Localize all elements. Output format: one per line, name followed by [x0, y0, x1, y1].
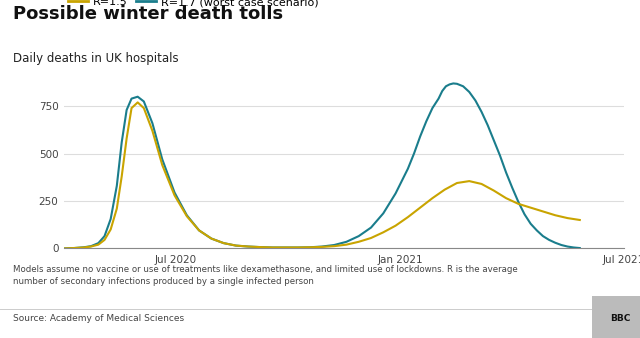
- Text: Daily deaths in UK hospitals: Daily deaths in UK hospitals: [13, 52, 179, 65]
- Text: BBC: BBC: [610, 314, 630, 323]
- Legend: R=1.5, R=1.7 (worst case scenario): R=1.5, R=1.7 (worst case scenario): [64, 0, 323, 12]
- Text: Models assume no vaccine or use of treatments like dexamethasone, and limited us: Models assume no vaccine or use of treat…: [13, 265, 518, 286]
- Text: Possible winter death tolls: Possible winter death tolls: [13, 5, 283, 23]
- Text: Source: Academy of Medical Sciences: Source: Academy of Medical Sciences: [13, 314, 184, 323]
